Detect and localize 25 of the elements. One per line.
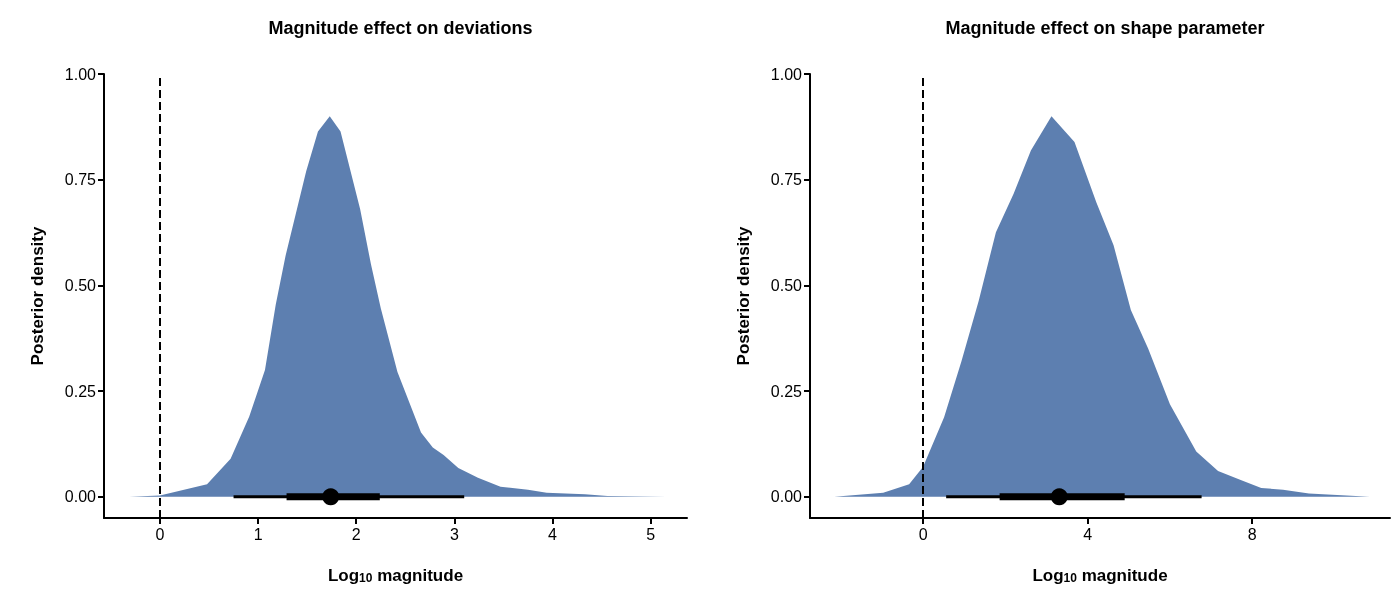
x-tick-label: 5: [646, 525, 656, 543]
x-tick-label: 1: [253, 525, 263, 543]
x-tick-label: 4: [1083, 525, 1093, 543]
y-axis-title: Posterior density: [28, 226, 47, 366]
y-tick-label: 0.50: [770, 276, 803, 294]
y-tick-label: 1.00: [64, 65, 97, 83]
x-axis-title: Log10 magnitude: [327, 566, 464, 585]
x-tick-label: 2: [351, 525, 361, 543]
y-tick-label: 0.00: [64, 488, 97, 506]
chart-title: Magnitude effect on deviations: [268, 18, 533, 38]
x-tick-label: 3: [449, 525, 459, 543]
y-axis-title: Posterior density: [734, 226, 753, 366]
x-tick-label: 8: [1247, 525, 1257, 543]
y-tick-label: 0.00: [770, 488, 803, 506]
y-tick-label: 1.00: [770, 65, 803, 83]
y-tick-label: 0.75: [770, 171, 803, 189]
y-tick-label: 0.75: [64, 171, 97, 189]
y-tick-label: 0.50: [64, 276, 97, 294]
x-axis-title: Log10 magnitude: [1032, 566, 1168, 585]
chart-title: Magnitude effect on shape parameter: [945, 18, 1265, 38]
y-tick-label: 0.25: [770, 382, 803, 400]
x-tick-label: 0: [918, 525, 928, 543]
x-tick-label: 4: [548, 525, 558, 543]
x-tick-label: 0: [155, 525, 165, 543]
y-tick-label: 0.25: [64, 382, 97, 400]
